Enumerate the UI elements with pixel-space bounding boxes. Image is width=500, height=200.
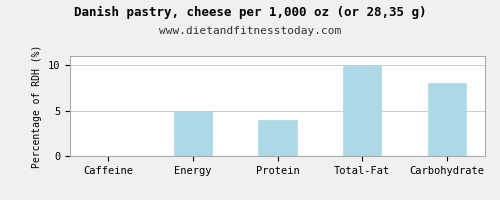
Text: www.dietandfitnesstoday.com: www.dietandfitnesstoday.com xyxy=(159,26,341,36)
Bar xyxy=(428,83,466,156)
Bar xyxy=(258,120,296,156)
Y-axis label: Percentage of RDH (%): Percentage of RDH (%) xyxy=(32,44,42,168)
Bar xyxy=(174,111,212,156)
Text: Danish pastry, cheese per 1,000 oz (or 28,35 g): Danish pastry, cheese per 1,000 oz (or 2… xyxy=(74,6,426,19)
Bar xyxy=(343,65,382,156)
